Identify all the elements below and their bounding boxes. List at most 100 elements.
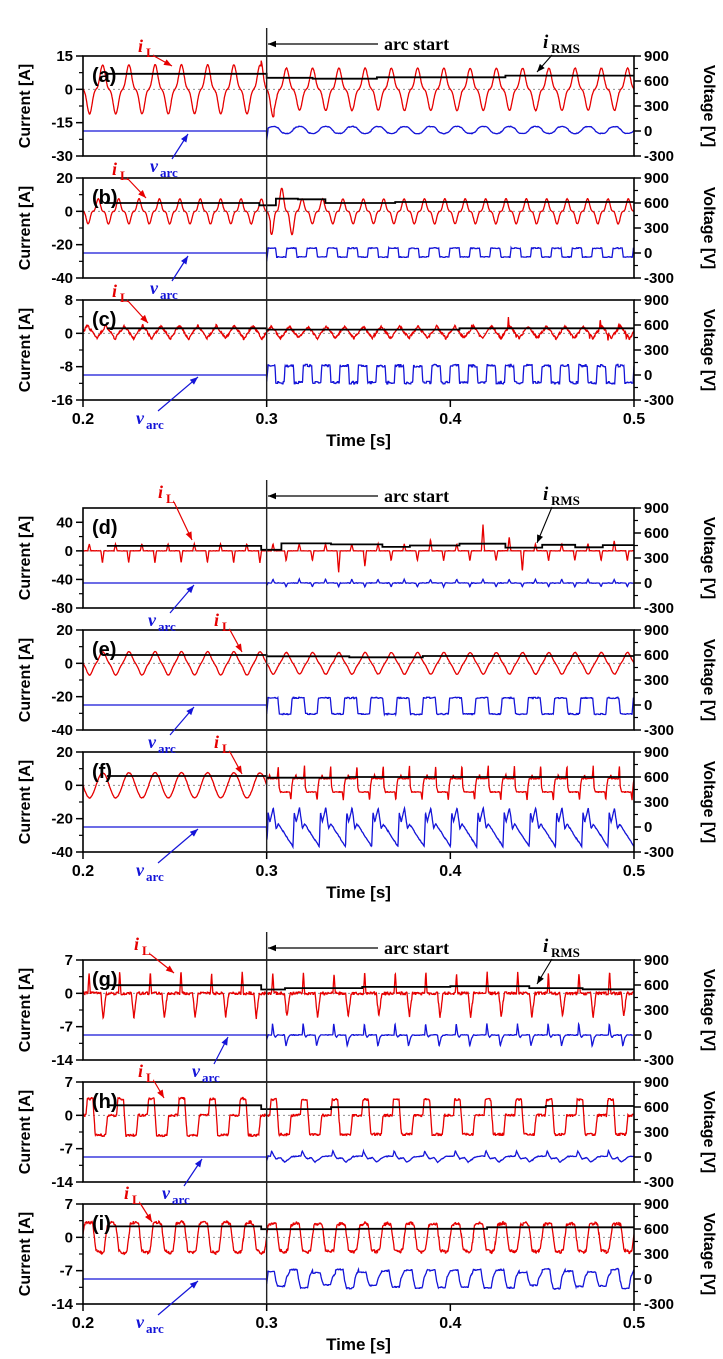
varc-label-subscript: arc — [160, 165, 178, 180]
annotation-arrow-head — [268, 492, 276, 500]
iL-label: i — [138, 36, 143, 56]
varc-curve-c — [83, 363, 634, 385]
varc-label-subscript: arc — [160, 287, 178, 302]
right-axis-title-a: Voltage [V] — [700, 65, 717, 147]
varc-label-subscript: arc — [172, 1192, 190, 1207]
left-tick-label-g: 7 — [65, 952, 73, 969]
varc-curve-i — [83, 1266, 634, 1290]
iRMS-label: i — [543, 484, 549, 505]
panel-letter-b: (b) — [92, 187, 118, 209]
right-tick-label-b: -300 — [644, 270, 674, 287]
left-tick-label-h: 7 — [65, 1074, 73, 1091]
varc-label: v — [150, 156, 159, 176]
left-tick-label-f: -20 — [51, 811, 73, 828]
right-tick-label-f: -300 — [644, 844, 674, 861]
panel-d — [76, 507, 641, 609]
panel-frame-d — [82, 507, 635, 609]
left-tick-label-a: -15 — [51, 115, 73, 132]
panel-frame-c — [82, 299, 635, 401]
iL-label-subscript: L — [120, 168, 129, 183]
left-tick-label-e: 0 — [65, 655, 73, 672]
panel-letter-e: (e) — [92, 639, 116, 661]
arc-start-label: arc start — [384, 938, 449, 958]
annotation-arrow-head — [537, 975, 544, 984]
x-tick-label: 0.4 — [439, 411, 461, 428]
left-tick-label-c: -16 — [51, 392, 73, 409]
varc-label: v — [136, 860, 145, 880]
iL-label: i — [112, 159, 117, 179]
right-tick-label-e: 0 — [644, 697, 652, 714]
right-tick-label-a: 300 — [644, 98, 669, 115]
varc-curve-d — [83, 577, 634, 589]
right-tick-label-h: -300 — [644, 1174, 674, 1191]
varc-label: v — [148, 732, 157, 752]
right-tick-label-d: 300 — [644, 550, 669, 567]
iRMS-curve-a — [106, 72, 634, 80]
annotation-arrow-head — [180, 134, 188, 143]
annotation-arrow-head — [194, 1159, 202, 1168]
iRMS-curve-f — [106, 775, 634, 779]
waveforms-b — [83, 187, 634, 262]
x-tick-label: 0.5 — [623, 1315, 645, 1332]
x-tick-label: 0.2 — [72, 1315, 94, 1332]
varc-label-subscript: arc — [146, 417, 164, 432]
right-axis-title-b: Voltage [V] — [700, 187, 717, 269]
iL-label-subscript: L — [146, 1070, 155, 1085]
annotation-arrow-head — [189, 1281, 198, 1289]
arc-start-label: arc start — [384, 34, 449, 54]
iL-curve-f — [83, 765, 634, 801]
right-tick-label-h: 900 — [644, 1074, 669, 1091]
left-tick-label-b: -20 — [51, 237, 73, 254]
right-tick-label-d: 600 — [644, 525, 669, 542]
iRMS-curve-i — [106, 1225, 634, 1231]
right-tick-label-i: -300 — [644, 1296, 674, 1313]
waveforms-g — [83, 971, 634, 1049]
annotation-arrow-head — [537, 534, 544, 543]
iL-label-subscript: L — [222, 741, 231, 756]
x-tick-label: 0.2 — [72, 863, 94, 880]
varc-curve-g — [83, 1021, 634, 1049]
left-tick-label-b: -40 — [51, 270, 73, 287]
iL-label: i — [112, 281, 117, 301]
panel-frame-h — [82, 1081, 635, 1183]
left-axis-title-f: Current [A] — [17, 760, 34, 844]
right-tick-label-e: -300 — [644, 722, 674, 739]
right-tick-label-f: 300 — [644, 794, 669, 811]
iL-curve-a — [83, 60, 634, 118]
left-tick-label-f: -40 — [51, 844, 73, 861]
iL-curve-b — [83, 187, 634, 236]
iL-curve-g — [83, 971, 634, 1020]
panel-frame-f — [82, 751, 635, 853]
varc-label: v — [150, 278, 159, 298]
iL-curve-h — [83, 1096, 634, 1138]
arc-start-label: arc start — [384, 486, 449, 506]
right-tick-label-h: 0 — [644, 1149, 652, 1166]
right-tick-label-c: 0 — [644, 367, 652, 384]
left-tick-label-c: 8 — [65, 292, 73, 309]
panel-b — [76, 177, 641, 279]
right-tick-label-a: 900 — [644, 48, 669, 65]
left-tick-label-d: -80 — [51, 600, 73, 617]
right-tick-label-d: -300 — [644, 600, 674, 617]
right-tick-label-i: 0 — [644, 1271, 652, 1288]
right-tick-label-b: 900 — [644, 170, 669, 187]
annotation-arrow-line — [157, 376, 199, 412]
left-tick-label-b: 20 — [56, 170, 73, 187]
right-tick-label-e: 300 — [644, 672, 669, 689]
iL-label-subscript: L — [222, 619, 231, 634]
right-tick-label-a: 600 — [644, 73, 669, 90]
x-axis-title: Time [s] — [326, 883, 391, 902]
left-axis-title-b: Current [A] — [17, 186, 34, 270]
right-tick-label-d: 900 — [644, 500, 669, 517]
left-tick-label-d: 40 — [56, 514, 73, 531]
left-tick-label-f: 0 — [65, 777, 73, 794]
panel-c — [76, 299, 641, 407]
iRMS-label: i — [543, 32, 549, 53]
iL-label: i — [158, 482, 163, 502]
right-tick-label-b: 600 — [644, 195, 669, 212]
annotation-arrow-head — [138, 189, 146, 198]
annotation-arrow-head — [221, 1037, 228, 1046]
left-tick-label-h: 0 — [65, 1107, 73, 1124]
annotation-arrow-head — [185, 531, 192, 540]
